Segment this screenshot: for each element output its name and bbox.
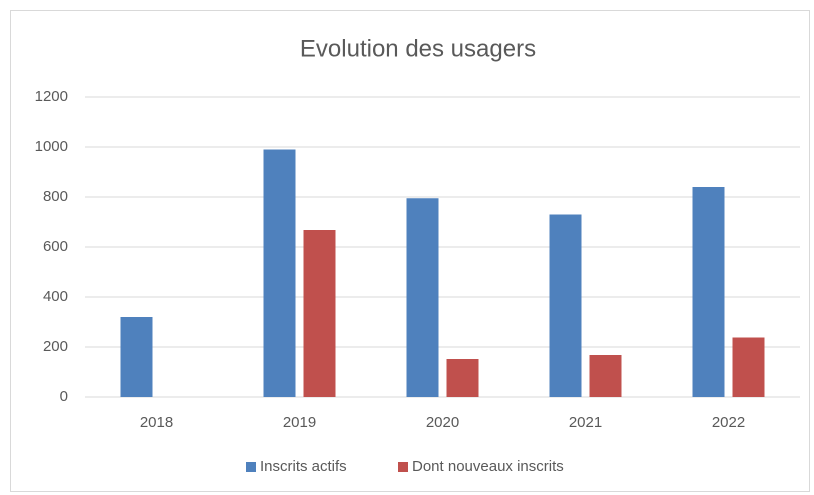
x-tick-label: 2019 bbox=[283, 414, 316, 431]
bar bbox=[589, 355, 622, 397]
y-tick-label: 0 bbox=[60, 388, 68, 405]
bar bbox=[120, 317, 153, 397]
legend-label: Inscrits actifs bbox=[260, 458, 347, 475]
chart-title: Evolution des usagers bbox=[300, 35, 536, 62]
bar bbox=[406, 198, 439, 397]
x-tick-label: 2021 bbox=[569, 414, 602, 431]
y-tick-label: 1000 bbox=[35, 138, 68, 155]
legend-swatch bbox=[398, 462, 408, 472]
y-tick-label: 400 bbox=[43, 288, 68, 305]
bar bbox=[263, 149, 296, 397]
bar bbox=[549, 214, 582, 397]
bar bbox=[732, 337, 765, 397]
x-tick-label: 2018 bbox=[140, 414, 173, 431]
x-tick-label: 2020 bbox=[426, 414, 459, 431]
legend-label: Dont nouveaux inscrits bbox=[412, 458, 564, 475]
bar bbox=[692, 187, 725, 397]
y-tick-label: 200 bbox=[43, 338, 68, 355]
y-tick-label: 800 bbox=[43, 188, 68, 205]
y-tick-label: 1200 bbox=[35, 88, 68, 105]
x-tick-label: 2022 bbox=[712, 414, 745, 431]
bar bbox=[446, 359, 479, 397]
bar bbox=[303, 230, 336, 397]
legend-swatch bbox=[246, 462, 256, 472]
y-tick-label: 600 bbox=[43, 238, 68, 255]
